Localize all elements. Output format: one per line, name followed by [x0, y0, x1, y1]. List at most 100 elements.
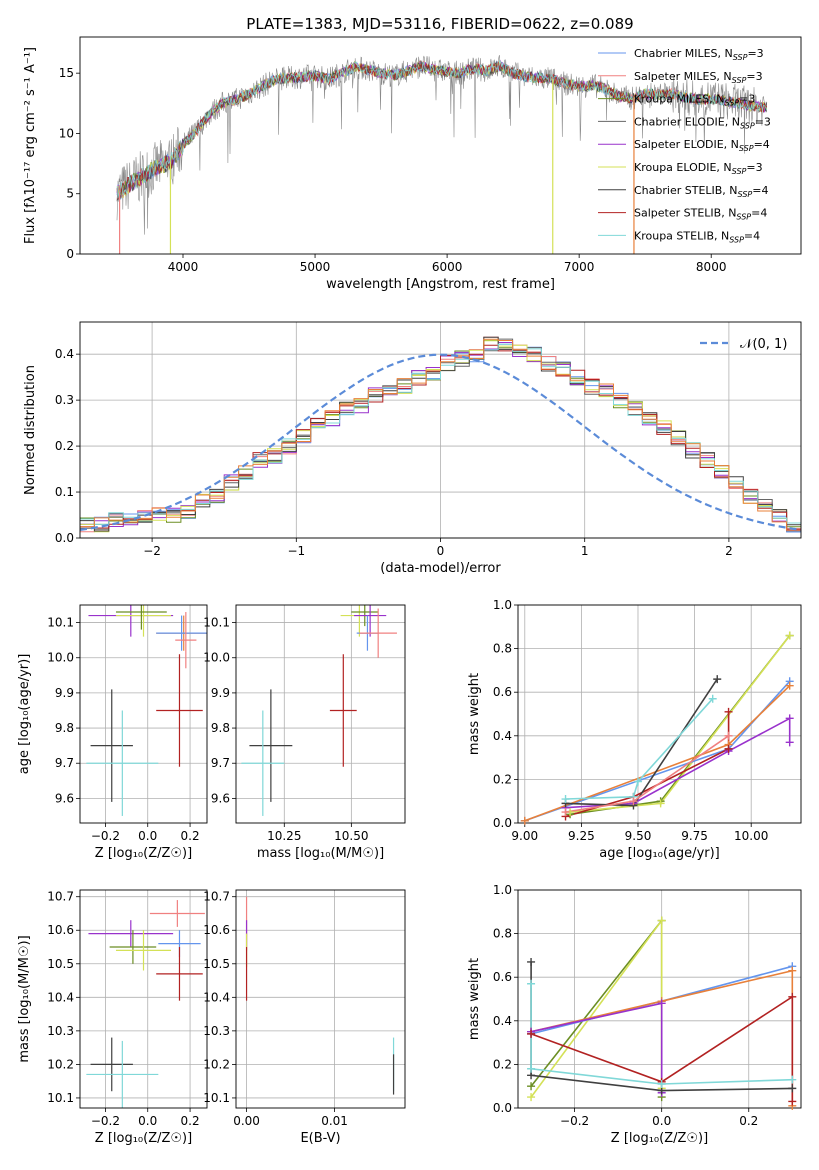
weight-marker — [724, 707, 733, 716]
weight-marker — [788, 966, 797, 975]
plot-area-mass_vs_EBV — [245, 896, 395, 1095]
x-tick-label: 0.0 — [652, 1114, 671, 1128]
y-tick-label: 10.5 — [47, 957, 74, 971]
x-tick-label: 0.01 — [321, 1114, 348, 1128]
x-tick-label: −2 — [143, 544, 161, 558]
x-tick-label: 2 — [725, 544, 733, 558]
axes-frame — [517, 889, 802, 1109]
y-tick-label: 10.0 — [47, 651, 74, 665]
x-tick-label: 10.50 — [334, 829, 368, 843]
axes-frame — [79, 889, 208, 1109]
weight-marker — [713, 675, 722, 684]
y-axis-label: age [log₁₀(age/yr)] — [17, 654, 32, 775]
y-tick-label: 1.0 — [493, 883, 512, 897]
y-tick-label: 10.6 — [47, 923, 74, 937]
x-tick-label: 0.0 — [138, 1114, 157, 1128]
weight-marker — [527, 1064, 536, 1073]
x-tick-label: −0.2 — [91, 1114, 120, 1128]
legend-label: Salpeter MILES, NSSP=3 — [634, 70, 763, 85]
y-axis-label: Normed distribution — [23, 365, 38, 495]
x-axis-label: Z [log₁₀(Z/Z☉)] — [611, 1131, 708, 1146]
x-tick-label: 0.00 — [233, 1114, 260, 1128]
x-axis-label: wavelength [Angstrom, rest frame] — [326, 277, 555, 292]
y-tick-label: 0.2 — [493, 772, 512, 786]
y-axis-label: mass [log₁₀(M/M☉)] — [17, 935, 32, 1062]
x-tick-label: 6000 — [432, 260, 463, 274]
weight-marker — [785, 714, 794, 723]
y-tick-label: 10.3 — [47, 1024, 74, 1038]
y-tick-label: 1.0 — [493, 598, 512, 612]
plot-area-mass_vs_Z — [86, 900, 205, 1108]
y-tick-label: 10.1 — [203, 1091, 230, 1105]
y-tick-label: 10.2 — [47, 1057, 74, 1071]
y-tick-label: 0.8 — [493, 927, 512, 941]
y-tick-label: 9.6 — [211, 791, 230, 805]
y-tick-label: 0.4 — [493, 729, 512, 743]
x-tick-label: 1 — [581, 544, 589, 558]
x-axis-label: E(B-V) — [300, 1131, 340, 1146]
x-tick-label: 0.2 — [181, 829, 200, 843]
y-tick-label: 0.3 — [55, 393, 74, 407]
y-tick-label: 10.6 — [203, 923, 230, 937]
y-tick-label: 10.5 — [203, 957, 230, 971]
weight-marker — [785, 738, 794, 747]
normal-curve — [80, 353, 801, 531]
y-axis-label: mass weight — [467, 673, 482, 755]
weight-line — [565, 698, 714, 800]
legend-label: Salpeter ELODIE, NSSP=4 — [634, 138, 770, 153]
y-tick-label: 15 — [59, 66, 74, 80]
y-tick-label: 0.0 — [493, 1101, 512, 1115]
legend-label: Chabrier ELODIE, NSSP=3 — [634, 115, 771, 130]
legend-label: Chabrier MILES, NSSP=3 — [634, 47, 764, 62]
y-axis-label: Flux [fλ10⁻¹⁷ erg cm⁻² s⁻¹ A⁻¹] — [23, 47, 38, 244]
weight-marker — [633, 777, 642, 786]
plot-area-weight_vs_age — [524, 635, 791, 822]
weight-marker — [527, 1082, 536, 1091]
weight-marker — [656, 799, 665, 808]
x-tick-label: 9.25 — [568, 829, 595, 843]
panel-weight_vs_Z: −0.2 0.0 0.2 0.0 0.2 0.4 0.6 0.8 1.0 Z [log₁₀(Z/Z… — [467, 883, 802, 1146]
x-tick-label: 4000 — [168, 260, 199, 274]
y-tick-label: 0.4 — [493, 1014, 512, 1028]
x-tick-label: −0.2 — [560, 1114, 589, 1128]
weight-marker — [561, 795, 570, 804]
axes-frame — [517, 604, 802, 824]
weight-line — [570, 635, 791, 813]
legend-label: 𝒩(0, 1) — [740, 337, 787, 352]
x-tick-label: 0.2 — [181, 1114, 200, 1128]
y-tick-label: 10.1 — [47, 1091, 74, 1105]
panel-mass_vs_EBV: 0.00 0.01 10.1 10.2 10.3 10.4 10.5 10.6 10.7 E(B-… — [203, 889, 406, 1146]
y-tick-label: 0.6 — [493, 685, 512, 699]
model-spectrum — [116, 61, 768, 200]
y-tick-label: 0.6 — [493, 970, 512, 984]
spectrum-legend: Chabrier MILES, NSSP=3 Salpeter MILES, NS… — [598, 47, 771, 244]
y-tick-label: 5 — [66, 187, 74, 201]
x-tick-label: 10.25 — [267, 829, 301, 843]
model-spectrum — [116, 60, 768, 199]
weight-marker — [527, 979, 536, 988]
axes-frame — [79, 36, 802, 255]
y-tick-label: 0.0 — [55, 531, 74, 545]
weight-marker — [724, 731, 733, 740]
weight-marker — [527, 957, 536, 966]
weight-marker — [657, 916, 666, 925]
weight-marker — [657, 999, 666, 1008]
legend-label: Kroupa ELODIE, NSSP=3 — [634, 161, 763, 176]
y-axis-label: mass weight — [467, 958, 482, 1040]
x-tick-label: 5000 — [300, 260, 331, 274]
y-tick-label: 10.1 — [47, 616, 74, 630]
legend-label: Kroupa STELIB, NSSP=4 — [634, 229, 760, 244]
weight-marker — [788, 1084, 797, 1093]
figure-title: PLATE=1383, MJD=53116, FIBERID=0622, z=0… — [246, 15, 633, 33]
x-tick-label: 9.50 — [625, 829, 652, 843]
weight-marker — [520, 816, 529, 825]
y-tick-label: 9.9 — [211, 686, 230, 700]
y-tick-label: 0.0 — [493, 816, 512, 830]
weight-marker — [657, 1080, 666, 1089]
y-tick-label: 10.1 — [203, 616, 230, 630]
x-axis-label: age [log₁₀(age/yr)] — [599, 846, 720, 861]
y-tick-label: 10.7 — [203, 890, 230, 904]
y-tick-label: 10 — [59, 126, 74, 140]
y-tick-label: 10.4 — [203, 990, 230, 1004]
